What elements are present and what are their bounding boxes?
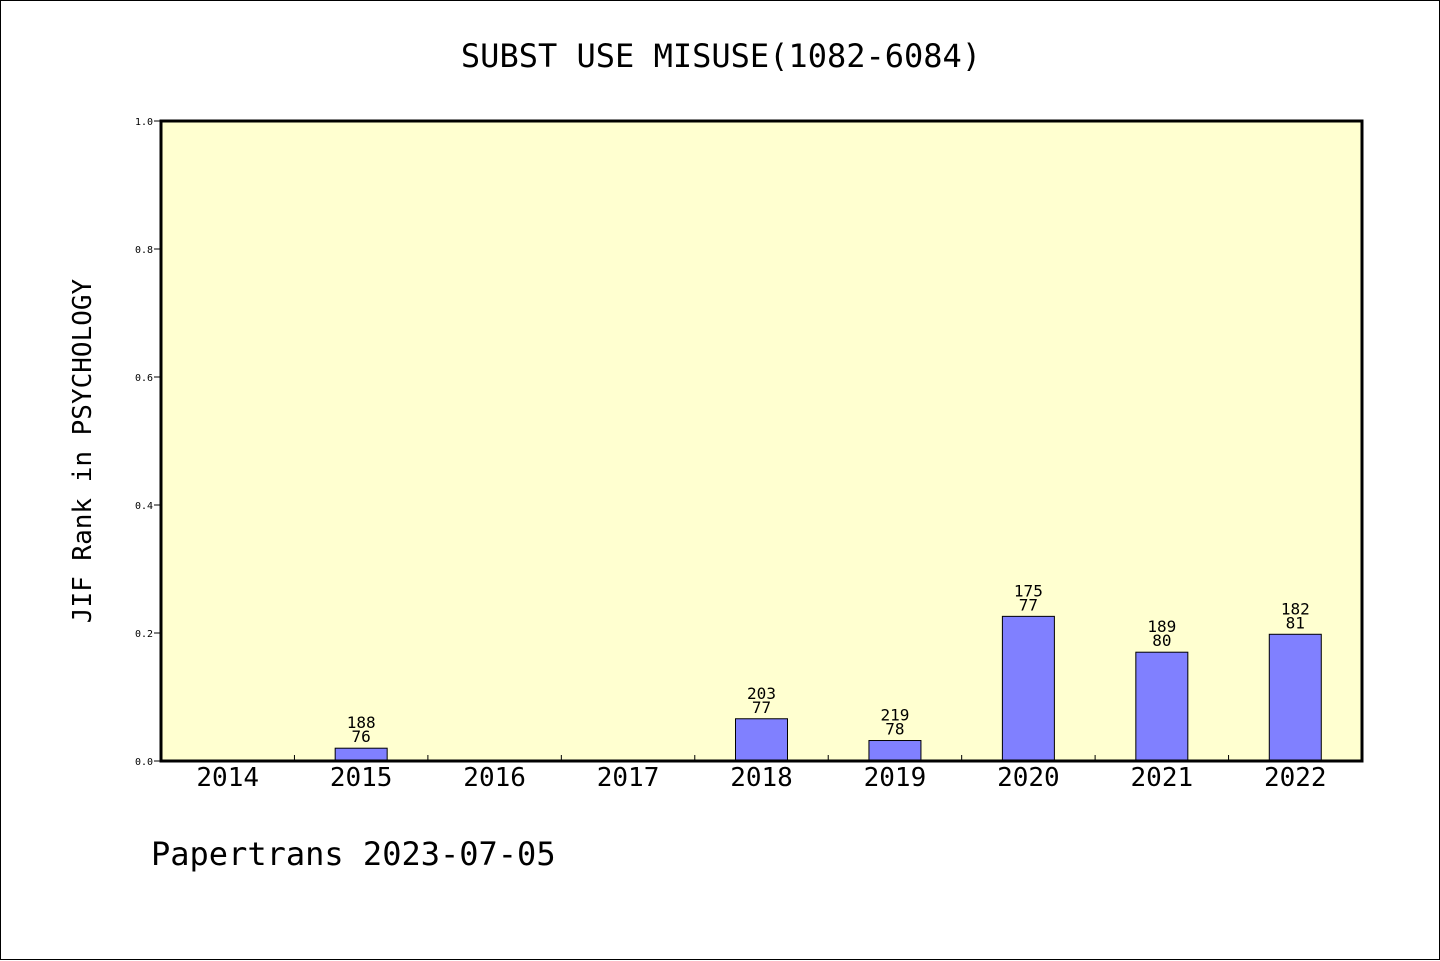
bar-label-rank: 182 [1281,599,1310,618]
bar-label-position: 77 [1019,595,1038,614]
y-tick-label: 0.0 [135,757,153,768]
bar-2018 [735,718,788,762]
bar-label-rank: 188 [347,713,376,732]
bar-label-position: 76 [352,727,371,746]
x-tick-label: 2021 [1131,763,1194,793]
y-tick-label: 0.2 [135,629,153,640]
plot-border [159,119,1364,763]
x-tick-label: 2014 [196,763,259,793]
x-tick-label: 2018 [730,763,793,793]
bar-2019 [868,740,922,762]
x-tick-label: 2020 [997,763,1060,793]
bar-label-position: 77 [752,698,771,717]
y-axis-label: JIF Rank in PSYCHOLOGY [68,278,98,623]
footer-credit: Papertrans 2023-07-05 [151,835,556,873]
x-tick-label: 2016 [463,763,526,793]
bar-2020 [1001,615,1055,762]
bar-label-position: 80 [1152,631,1171,650]
y-tick-label: 0.8 [135,245,153,256]
y-tick-label: 0.6 [135,373,153,384]
bar-label-rank: 219 [880,706,909,725]
x-tick-label: 2019 [864,763,927,793]
axis-ticks: 0.0 0.2 0.4 0.6 0.8 1.0 2014 2015 2016 2017 2018 20… [135,117,1327,793]
bar-2015 [334,747,388,762]
x-tick-label: 2015 [330,763,393,793]
x-tick-label: 2017 [597,763,660,793]
x-tick-label: 2022 [1264,763,1327,793]
bar-2022 [1268,633,1322,762]
bar-label-rank: 175 [1014,581,1043,600]
bar-label-position: 81 [1286,613,1305,632]
y-tick-label: 1.0 [135,117,153,128]
bar-2021 [1135,651,1189,762]
bar-label-position: 78 [885,720,904,739]
bars [334,615,1322,762]
bar-label-rank: 189 [1147,617,1176,636]
chart-title: SUBST USE MISUSE(1082-6084) [461,37,981,75]
bar-label-rank: 203 [747,684,776,703]
y-tick-label: 0.4 [135,501,153,512]
